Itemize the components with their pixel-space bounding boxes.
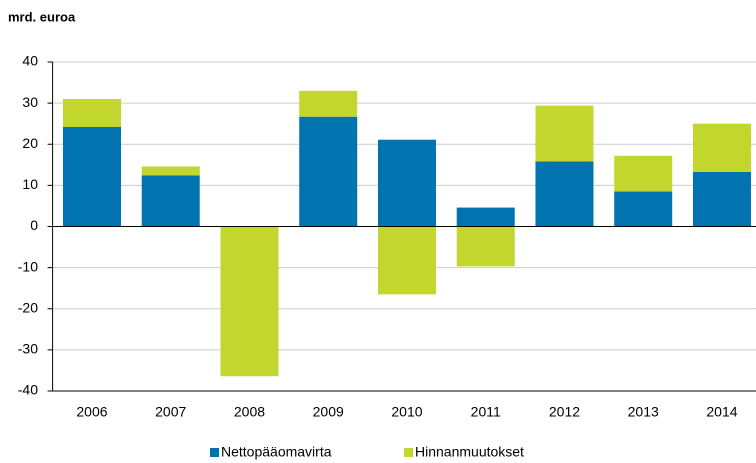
y-tick-label: -20 <box>18 299 38 315</box>
chart-title: mrd. euroa <box>8 9 76 24</box>
y-tick-label: 40 <box>22 53 38 69</box>
legend-swatch <box>210 448 219 457</box>
bar <box>141 175 200 227</box>
x-tick-label: 2009 <box>313 404 344 420</box>
x-tick-label: 2006 <box>76 404 107 420</box>
bar <box>299 116 358 227</box>
bar <box>456 226 515 267</box>
bar <box>614 191 673 227</box>
bar <box>299 90 358 117</box>
x-tick-label: 2013 <box>628 404 659 420</box>
legend-swatch <box>404 448 413 457</box>
bar <box>62 126 121 227</box>
x-tick-label: 2010 <box>391 404 422 420</box>
y-tick-label: 0 <box>30 217 38 233</box>
x-tick-label: 2007 <box>155 404 186 420</box>
y-tick-label: 10 <box>22 176 38 192</box>
bar <box>692 171 751 227</box>
y-tick-label: -30 <box>18 341 38 357</box>
bar <box>614 155 673 192</box>
bar <box>692 123 751 172</box>
bar <box>220 226 279 377</box>
x-tick-label: 2014 <box>706 404 737 420</box>
y-tick-label: -40 <box>18 382 38 398</box>
y-tick-label: 20 <box>22 135 38 151</box>
legend-label: Nettopääomavirta <box>221 444 332 460</box>
bar <box>141 166 200 176</box>
bar <box>62 99 121 127</box>
x-tick-label: 2012 <box>549 404 580 420</box>
bar <box>535 105 594 162</box>
bar <box>535 161 594 227</box>
y-tick-label: 30 <box>22 94 38 110</box>
x-tick-label: 2011 <box>471 404 501 420</box>
bar <box>456 207 515 227</box>
legend-label: Hinnanmuutokset <box>415 444 524 460</box>
x-tick-label: 2008 <box>234 404 265 420</box>
bar <box>377 139 436 227</box>
y-tick-label: -10 <box>18 258 38 274</box>
bar <box>377 226 436 295</box>
